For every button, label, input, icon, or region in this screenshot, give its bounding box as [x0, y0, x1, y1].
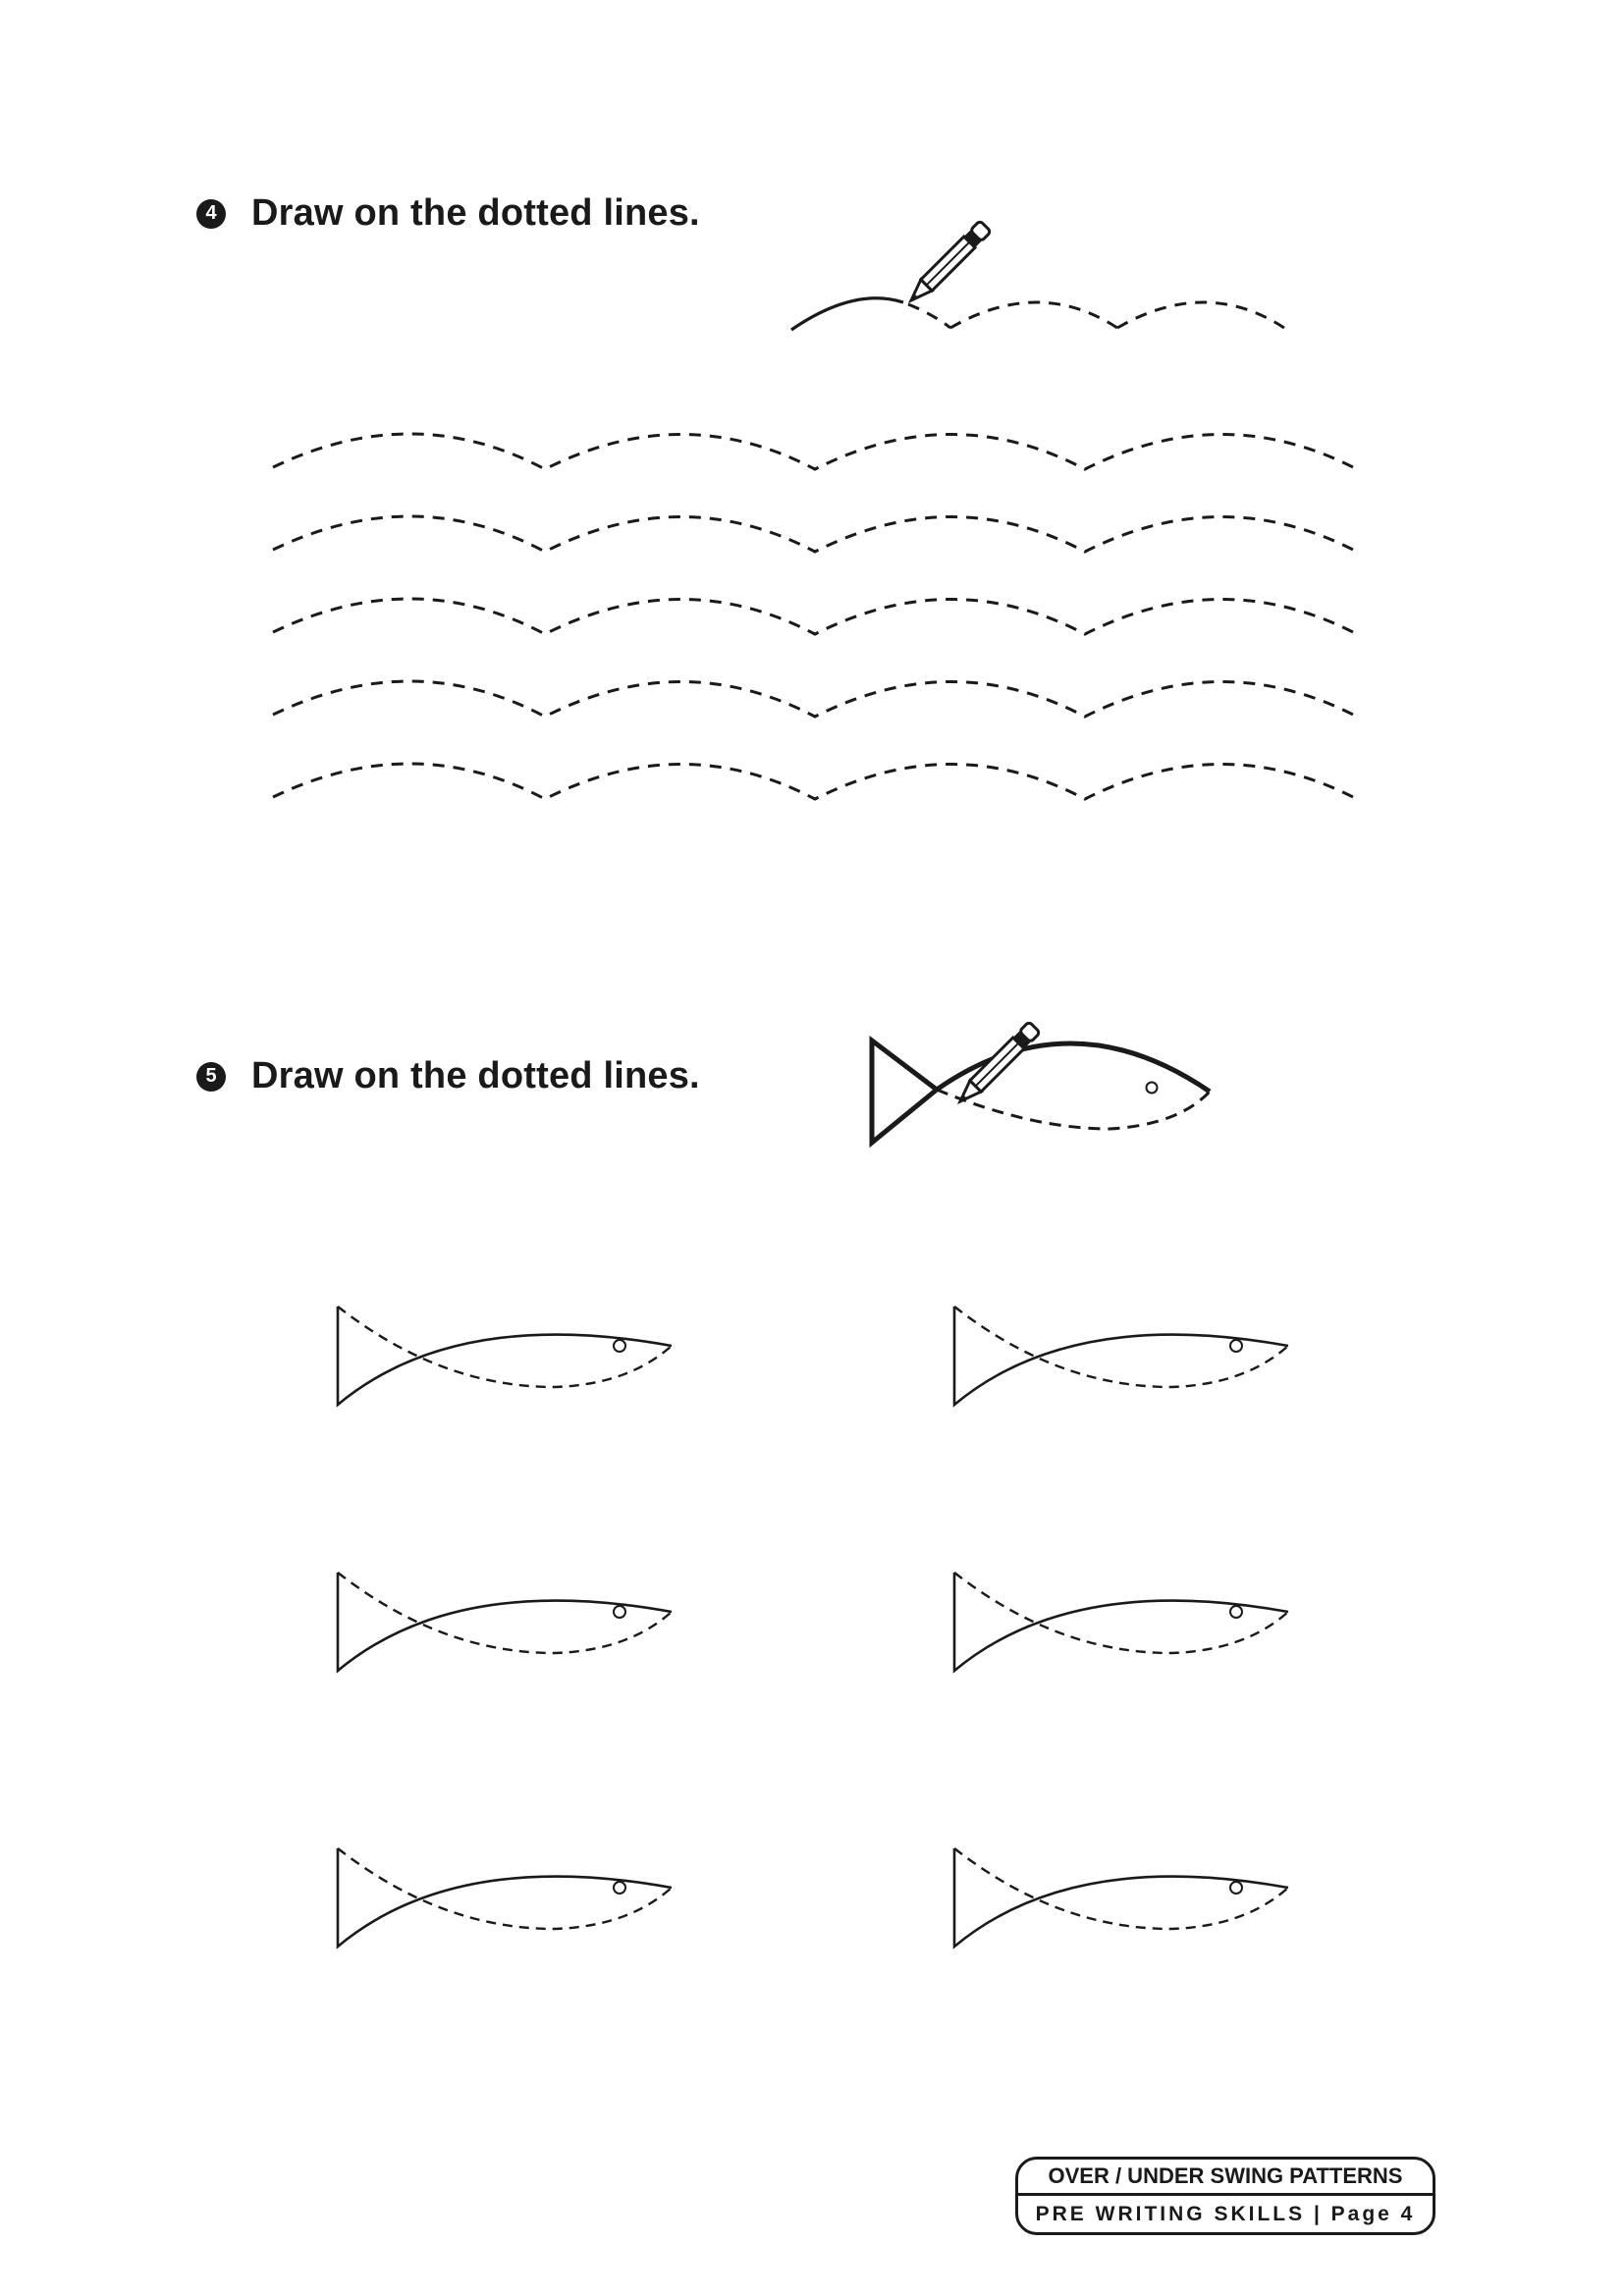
- example-wave: [790, 296, 1285, 332]
- wave-row: [272, 514, 1358, 554]
- exercise-4-heading: 4 Draw on the dotted lines.: [196, 192, 700, 235]
- practice-fish: [952, 1571, 1290, 1673]
- exercise-number-badge: 5: [196, 1061, 226, 1092]
- exercise-number-badge: 4: [196, 198, 226, 229]
- pencil-icon: [903, 219, 993, 308]
- wave-row: [272, 597, 1358, 636]
- exercise-instruction: Draw on the dotted lines.: [251, 1055, 700, 1096]
- practice-fish: [336, 1305, 674, 1407]
- wave-row: [272, 679, 1358, 719]
- exercise-instruction: Draw on the dotted lines.: [251, 192, 700, 234]
- fish-icon: [869, 1035, 1212, 1148]
- pencil-icon: [952, 1020, 1042, 1109]
- footer-title: OVER / UNDER SWING PATTERNS: [1018, 2160, 1433, 2196]
- footer-label: OVER / UNDER SWING PATTERNS PRE WRITING …: [1015, 2157, 1435, 2235]
- wave-row: [272, 762, 1358, 801]
- practice-fish: [336, 1846, 674, 1949]
- wave-tracing-rows: [272, 432, 1358, 801]
- practice-fish: [336, 1571, 674, 1673]
- wave-row: [272, 432, 1358, 471]
- footer-subtitle: PRE WRITING SKILLS | Page 4: [1035, 2202, 1416, 2225]
- practice-fish: [952, 1846, 1290, 1949]
- practice-fish: [952, 1305, 1290, 1407]
- exercise-5-heading: 5 Draw on the dotted lines.: [196, 1055, 700, 1097]
